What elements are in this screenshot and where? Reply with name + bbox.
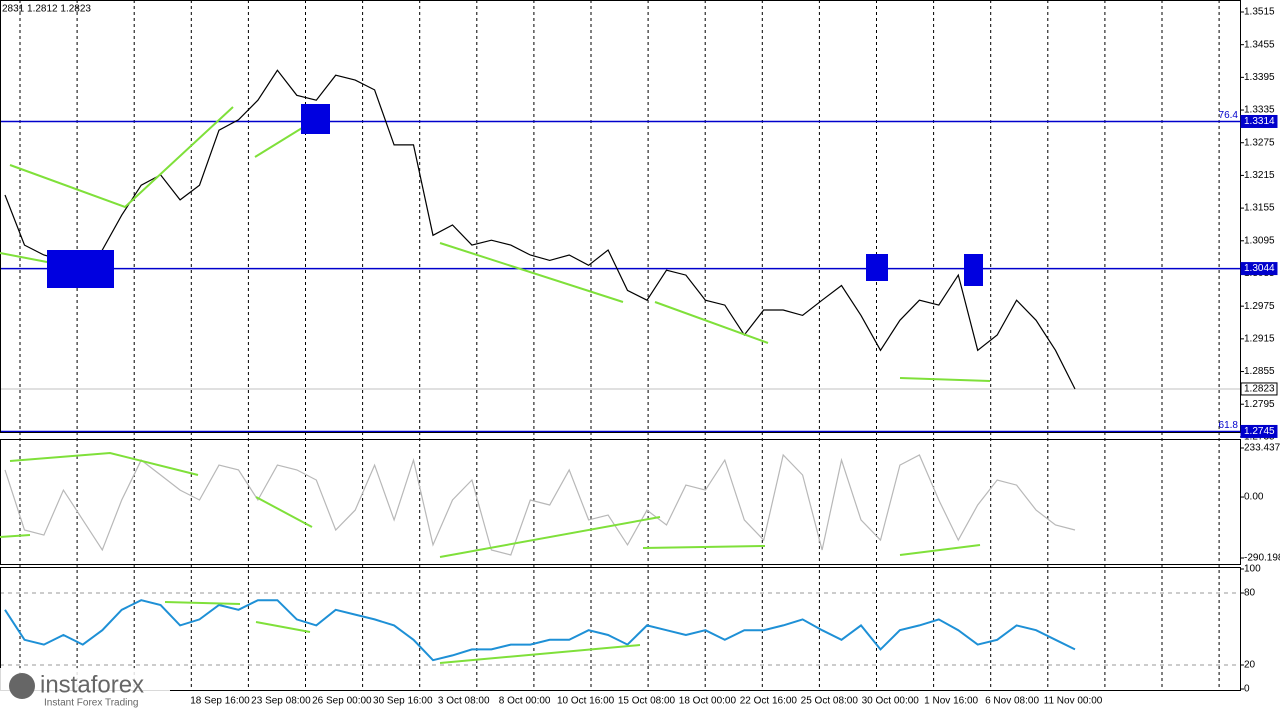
x-tick-label: 30 Oct 00:00 bbox=[862, 696, 920, 707]
series-line bbox=[4, 599, 1076, 662]
x-tick-label: 25 Oct 08:00 bbox=[801, 696, 859, 707]
trend-line bbox=[899, 377, 991, 382]
level-box bbox=[1240, 262, 1278, 276]
y-tick-label: 1.2855 bbox=[1244, 366, 1275, 377]
time-grid bbox=[0, 0, 1240, 691]
trend-line bbox=[9, 106, 234, 209]
y-tick-label: 1.3275 bbox=[1244, 137, 1275, 148]
level-value: 1.3044 bbox=[1244, 263, 1275, 274]
y-tick-label: 1.3515 bbox=[1244, 7, 1275, 18]
trend-line bbox=[0, 252, 48, 263]
watermark: instaforex Instant Forex Trading bbox=[0, 668, 170, 711]
level-box bbox=[1240, 424, 1278, 438]
level-label: 61.8 bbox=[1219, 420, 1239, 431]
series-line bbox=[4, 69, 1076, 390]
trend-line bbox=[0, 534, 31, 538]
time-axis: 18 Sep 16:00 23 Sep 08:00 26 Sep 00:00 30 S… bbox=[190, 696, 1103, 707]
x-tick-label: 23 Sep 08:00 bbox=[251, 696, 311, 707]
level-box bbox=[1240, 382, 1278, 396]
y-tick-label: 100 bbox=[1244, 564, 1261, 575]
price-panel bbox=[0, 0, 1241, 433]
oscillator-panel bbox=[0, 567, 1241, 691]
y-tick-label: 1.3095 bbox=[1244, 235, 1275, 246]
level-value: 1.3314 bbox=[1244, 116, 1275, 127]
signal-box bbox=[964, 254, 983, 286]
x-tick-label: 6 Nov 08:00 bbox=[985, 696, 1039, 707]
y-tick-label: 1.3395 bbox=[1244, 72, 1275, 83]
level-value: 1.2823 bbox=[1244, 384, 1275, 395]
trend-line bbox=[164, 601, 241, 605]
x-tick-label: 15 Oct 08:00 bbox=[618, 696, 676, 707]
x-tick-label: 3 Oct 08:00 bbox=[438, 696, 490, 707]
y-tick-label: 1.2795 bbox=[1244, 399, 1275, 410]
y-tick-label: 1.3455 bbox=[1244, 39, 1275, 50]
level-value: 1.2745 bbox=[1244, 426, 1275, 437]
trend-line bbox=[439, 644, 641, 664]
level-label: 76.4 bbox=[1219, 110, 1239, 121]
y-tick-label: 1.3335 bbox=[1244, 105, 1275, 116]
trend-line bbox=[439, 516, 661, 558]
x-tick-label: 8 Oct 00:00 bbox=[499, 696, 551, 707]
x-tick-label: 10 Oct 16:00 bbox=[557, 696, 615, 707]
trend-line bbox=[255, 621, 311, 633]
y-tick-label: 1.2915 bbox=[1244, 333, 1275, 344]
y-tick-label: -290.1986 bbox=[1244, 553, 1280, 564]
trend-lines bbox=[0, 106, 991, 664]
watermark-brand: instaforex bbox=[40, 671, 144, 698]
level-box bbox=[1240, 114, 1278, 128]
trend-line bbox=[255, 496, 313, 528]
watermark-tagline: Instant Forex Trading bbox=[44, 698, 139, 709]
x-tick-label: 30 Sep 16:00 bbox=[373, 696, 433, 707]
x-tick-label: 1 Nov 16:00 bbox=[924, 696, 978, 707]
trend-line bbox=[899, 544, 981, 556]
x-tick-label: 26 Sep 00:00 bbox=[312, 696, 372, 707]
signal-box bbox=[47, 250, 114, 288]
trend-line bbox=[642, 545, 766, 549]
signal-boxes bbox=[47, 104, 983, 288]
x-tick-label: 18 Oct 00:00 bbox=[679, 696, 737, 707]
series-line bbox=[4, 453, 1076, 556]
y-tick-label: 0 bbox=[1244, 684, 1250, 695]
watermark-logo bbox=[9, 673, 35, 699]
y-tick-label: 1.2975 bbox=[1244, 301, 1275, 312]
signal-box bbox=[866, 254, 888, 281]
trend-line bbox=[654, 301, 769, 344]
signal-box bbox=[301, 104, 330, 134]
x-tick-label: 22 Oct 16:00 bbox=[740, 696, 798, 707]
trend-line bbox=[9, 451, 199, 476]
trend-line bbox=[439, 242, 624, 303]
x-tick-label: 11 Nov 00:00 bbox=[1044, 696, 1103, 707]
y-tick-label: 80 bbox=[1244, 588, 1256, 599]
header-text: 2831 1.2812 1.2823 bbox=[2, 4, 91, 15]
y-tick-label: 233.4378 bbox=[1244, 443, 1280, 454]
y-tick-label: 1.3155 bbox=[1244, 203, 1275, 214]
x-tick-label: 18 Sep 16:00 bbox=[190, 696, 250, 707]
y-tick-label: 0.00 bbox=[1244, 492, 1264, 503]
y-tick-label: 20 bbox=[1244, 660, 1256, 671]
y-tick-label: 1.3215 bbox=[1244, 170, 1275, 181]
cci-panel bbox=[0, 439, 1241, 565]
plots bbox=[4, 69, 1076, 662]
